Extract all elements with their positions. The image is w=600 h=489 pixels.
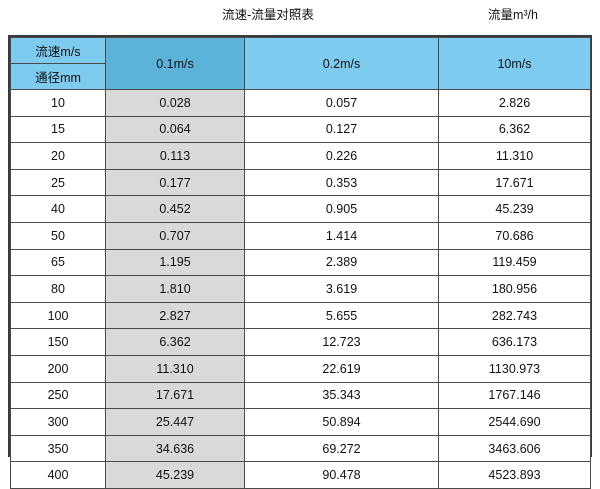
cell-flow-10ms: 119.459 — [438, 248, 591, 277]
cell-flow-0.2ms: 0.226 — [244, 142, 439, 170]
table-row: 80 1.810 3.619 180.956 — [10, 275, 591, 303]
table-header-row-bottom: 通径mm — [10, 63, 591, 90]
header-velocity-label: 流速m/s — [10, 37, 106, 64]
cell-flow-0.1ms: 0.028 — [105, 89, 245, 117]
cell-flow-10ms: 17.671 — [438, 168, 591, 197]
cell-diameter: 150 — [10, 328, 106, 356]
cell-flow-10ms: 3463.606 — [438, 434, 591, 463]
cell-flow-0.1ms: 6.362 — [105, 328, 245, 356]
cell-flow-10ms: 70.686 — [438, 221, 591, 250]
cell-flow-0.1ms: 2.827 — [105, 301, 245, 330]
cell-flow-0.2ms: 1.414 — [244, 221, 439, 250]
table-row: 200 11.310 22.619 1130.973 — [10, 354, 591, 383]
cell-flow-0.2ms: 5.655 — [244, 301, 439, 330]
cell-flow-0.2ms: 35.343 — [244, 381, 439, 410]
cell-diameter: 10 — [10, 89, 106, 117]
cell-flow-10ms: 1767.146 — [438, 381, 591, 410]
header-diameter-label: 通径mm — [10, 63, 106, 90]
table-body: 流速m/s 0.1m/s 0.2m/s 10m/s 通径mm 10 0.028 0.… — [10, 37, 591, 489]
cell-flow-0.1ms: 0.113 — [105, 142, 245, 170]
cell-flow-0.2ms: 0.057 — [244, 89, 439, 117]
cell-flow-10ms: 6.362 — [438, 115, 591, 144]
cell-flow-0.1ms: 0.707 — [105, 221, 245, 250]
header-col-10ms: 10m/s — [438, 37, 591, 90]
cell-flow-10ms: 1130.973 — [438, 354, 591, 383]
cell-flow-0.2ms: 12.723 — [244, 328, 439, 356]
cell-flow-0.1ms: 1.810 — [105, 275, 245, 303]
cell-diameter: 100 — [10, 301, 106, 330]
cell-diameter: 65 — [10, 248, 106, 277]
table-row: 20 0.113 0.226 11.310 — [10, 142, 591, 170]
cell-diameter: 40 — [10, 195, 106, 223]
cell-diameter: 80 — [10, 275, 106, 303]
cell-diameter: 200 — [10, 354, 106, 383]
cell-flow-0.2ms: 0.905 — [244, 195, 439, 223]
table-row: 100 2.827 5.655 282.743 — [10, 301, 591, 330]
cell-flow-0.2ms: 3.619 — [244, 275, 439, 303]
header-col-0.2ms: 0.2m/s — [244, 37, 439, 90]
cell-flow-0.1ms: 0.452 — [105, 195, 245, 223]
cell-flow-10ms: 11.310 — [438, 142, 591, 170]
cell-flow-10ms: 2544.690 — [438, 408, 591, 436]
cell-flow-0.2ms: 2.389 — [244, 248, 439, 277]
cell-diameter: 50 — [10, 221, 106, 250]
table-row: 350 34.636 69.272 3463.606 — [10, 434, 591, 463]
table-row: 15 0.064 0.127 6.362 — [10, 115, 591, 144]
cell-flow-10ms: 45.239 — [438, 195, 591, 223]
cell-flow-0.1ms: 1.195 — [105, 248, 245, 277]
flow-velocity-table-container: 流速m/s 0.1m/s 0.2m/s 10m/s 通径mm 10 0.028 0.… — [8, 35, 592, 489]
cell-diameter: 20 — [10, 142, 106, 170]
cell-flow-10ms: 636.173 — [438, 328, 591, 356]
cell-diameter: 250 — [10, 381, 106, 410]
cell-diameter: 25 — [10, 168, 106, 197]
cell-flow-0.2ms: 50.894 — [244, 408, 439, 436]
cell-flow-0.1ms: 34.636 — [105, 434, 245, 463]
table-row: 150 6.362 12.723 636.173 — [10, 328, 591, 356]
table-row: 65 1.195 2.389 119.459 — [10, 248, 591, 277]
cell-flow-10ms: 180.956 — [438, 275, 591, 303]
cell-diameter: 300 — [10, 408, 106, 436]
flow-velocity-table: 流速m/s 0.1m/s 0.2m/s 10m/s 通径mm 10 0.028 0.… — [10, 37, 591, 489]
table-header-row-top: 流速m/s 0.1m/s 0.2m/s 10m/s — [10, 37, 591, 90]
flow-unit-label: 流量m³/h — [487, 8, 538, 22]
cell-flow-0.1ms: 0.064 — [105, 115, 245, 144]
table-row: 250 17.671 35.343 1767.146 — [10, 381, 591, 410]
cell-diameter: 350 — [10, 434, 106, 463]
cell-flow-10ms: 282.743 — [438, 301, 591, 330]
table-row: 10 0.028 0.057 2.826 — [10, 89, 591, 117]
cell-flow-0.1ms: 25.447 — [105, 408, 245, 436]
cell-flow-0.1ms: 0.177 — [105, 168, 245, 197]
table-title: 流速-流量对照表 — [222, 8, 314, 22]
table-row: 300 25.447 50.894 2544.690 — [10, 408, 591, 436]
cell-flow-0.2ms: 22.619 — [244, 354, 439, 383]
cell-diameter: 15 — [10, 115, 106, 144]
cell-flow-0.2ms: 0.353 — [244, 168, 439, 197]
caption-row: 流速-流量对照表 流量m³/h — [0, 0, 600, 34]
table-row: 40 0.452 0.905 45.239 — [10, 195, 591, 223]
cell-flow-0.2ms: 69.272 — [244, 434, 439, 463]
cell-flow-0.1ms: 17.671 — [105, 381, 245, 410]
table-row: 50 0.707 1.414 70.686 — [10, 221, 591, 250]
header-col-0.1ms: 0.1m/s — [105, 37, 245, 90]
cell-flow-10ms: 2.826 — [438, 89, 591, 117]
cell-flow-0.2ms: 0.127 — [244, 115, 439, 144]
cell-flow-0.1ms: 11.310 — [105, 354, 245, 383]
table-row: 25 0.177 0.353 17.671 — [10, 168, 591, 197]
